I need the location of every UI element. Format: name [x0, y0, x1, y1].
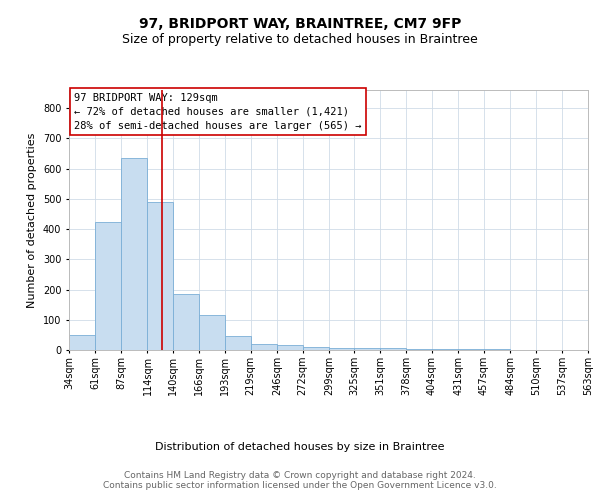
Bar [199, 315, 225, 350]
Text: Size of property relative to detached houses in Braintree: Size of property relative to detached ho… [122, 32, 478, 46]
Text: Distribution of detached houses by size in Braintree: Distribution of detached houses by size … [155, 442, 445, 452]
Y-axis label: Number of detached properties: Number of detached properties [28, 132, 37, 308]
Text: 97 BRIDPORT WAY: 129sqm
← 72% of detached houses are smaller (1,421)
28% of semi: 97 BRIDPORT WAY: 129sqm ← 72% of detache… [74, 92, 362, 130]
Bar [251, 344, 277, 350]
Bar [329, 348, 355, 350]
Bar [302, 347, 329, 350]
Bar [432, 349, 458, 350]
Bar [406, 349, 432, 350]
Text: 97, BRIDPORT WAY, BRAINTREE, CM7 9FP: 97, BRIDPORT WAY, BRAINTREE, CM7 9FP [139, 18, 461, 32]
Bar [380, 348, 406, 350]
Bar [148, 202, 173, 350]
Bar [95, 222, 121, 350]
Bar [277, 346, 302, 350]
Bar [355, 348, 380, 350]
Bar [173, 294, 199, 350]
Text: Contains HM Land Registry data © Crown copyright and database right 2024.
Contai: Contains HM Land Registry data © Crown c… [103, 470, 497, 490]
Bar [69, 335, 95, 350]
Bar [121, 158, 148, 350]
Bar [225, 336, 251, 350]
